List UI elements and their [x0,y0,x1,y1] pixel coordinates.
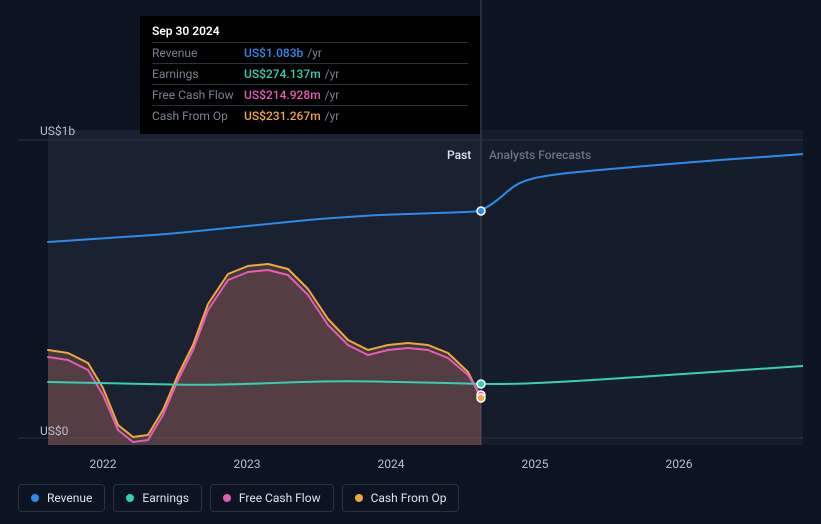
y-axis-top-label: US$1b [40,124,75,138]
legend-dot-icon [126,494,134,502]
data-tooltip: Sep 30 2024 RevenueUS$1.083b/yrEarningsU… [140,16,480,134]
past-region-label: Past [447,148,471,162]
tooltip-metric-unit: /yr [325,109,340,123]
tooltip-metric-label: Free Cash Flow [152,88,244,102]
legend-dot-icon [223,494,231,502]
legend-dot-icon [355,494,363,502]
tooltip-row: RevenueUS$1.083b/yr [152,42,468,63]
tooltip-metric-value: US$231.267m [244,109,321,123]
x-axis-tick: 2023 [234,457,261,471]
tooltip-metric-value: US$1.083b [244,46,303,60]
legend-label: Earnings [142,491,189,505]
legend-dot-icon [31,494,39,502]
forecast-region-label: Analysts Forecasts [489,148,591,162]
tooltip-metric-unit: /yr [325,67,340,81]
legend-item-revenue[interactable]: Revenue [18,484,105,512]
legend-label: Revenue [47,491,92,505]
y-axis-bottom-label: US$0 [40,424,68,438]
tooltip-metric-label: Revenue [152,46,244,60]
tooltip-row: EarningsUS$274.137m/yr [152,63,468,84]
tooltip-row: Free Cash FlowUS$214.928m/yr [152,84,468,105]
tooltip-metric-unit: /yr [307,46,322,60]
chart-legend: Revenue Earnings Free Cash Flow Cash From O… [18,484,459,512]
x-axis-tick: 2024 [378,457,405,471]
legend-label: Free Cash Flow [239,491,321,505]
legend-item-cash-from-op[interactable]: Cash From Op [342,484,460,512]
legend-item-earnings[interactable]: Earnings [113,484,202,512]
legend-item-free-cash-flow[interactable]: Free Cash Flow [210,484,334,512]
tooltip-row: Cash From OpUS$231.267m/yr [152,105,468,126]
tooltip-date: Sep 30 2024 [152,24,468,42]
tooltip-metric-unit: /yr [325,88,340,102]
x-axis-tick: 2025 [522,457,549,471]
x-axis-tick: 2022 [90,457,117,471]
x-axis-tick: 2026 [666,457,693,471]
tooltip-metric-value: US$214.928m [244,88,321,102]
legend-label: Cash From Op [371,491,447,505]
tooltip-metric-label: Cash From Op [152,109,244,123]
tooltip-metric-label: Earnings [152,67,244,81]
tooltip-metric-value: US$274.137m [244,67,321,81]
